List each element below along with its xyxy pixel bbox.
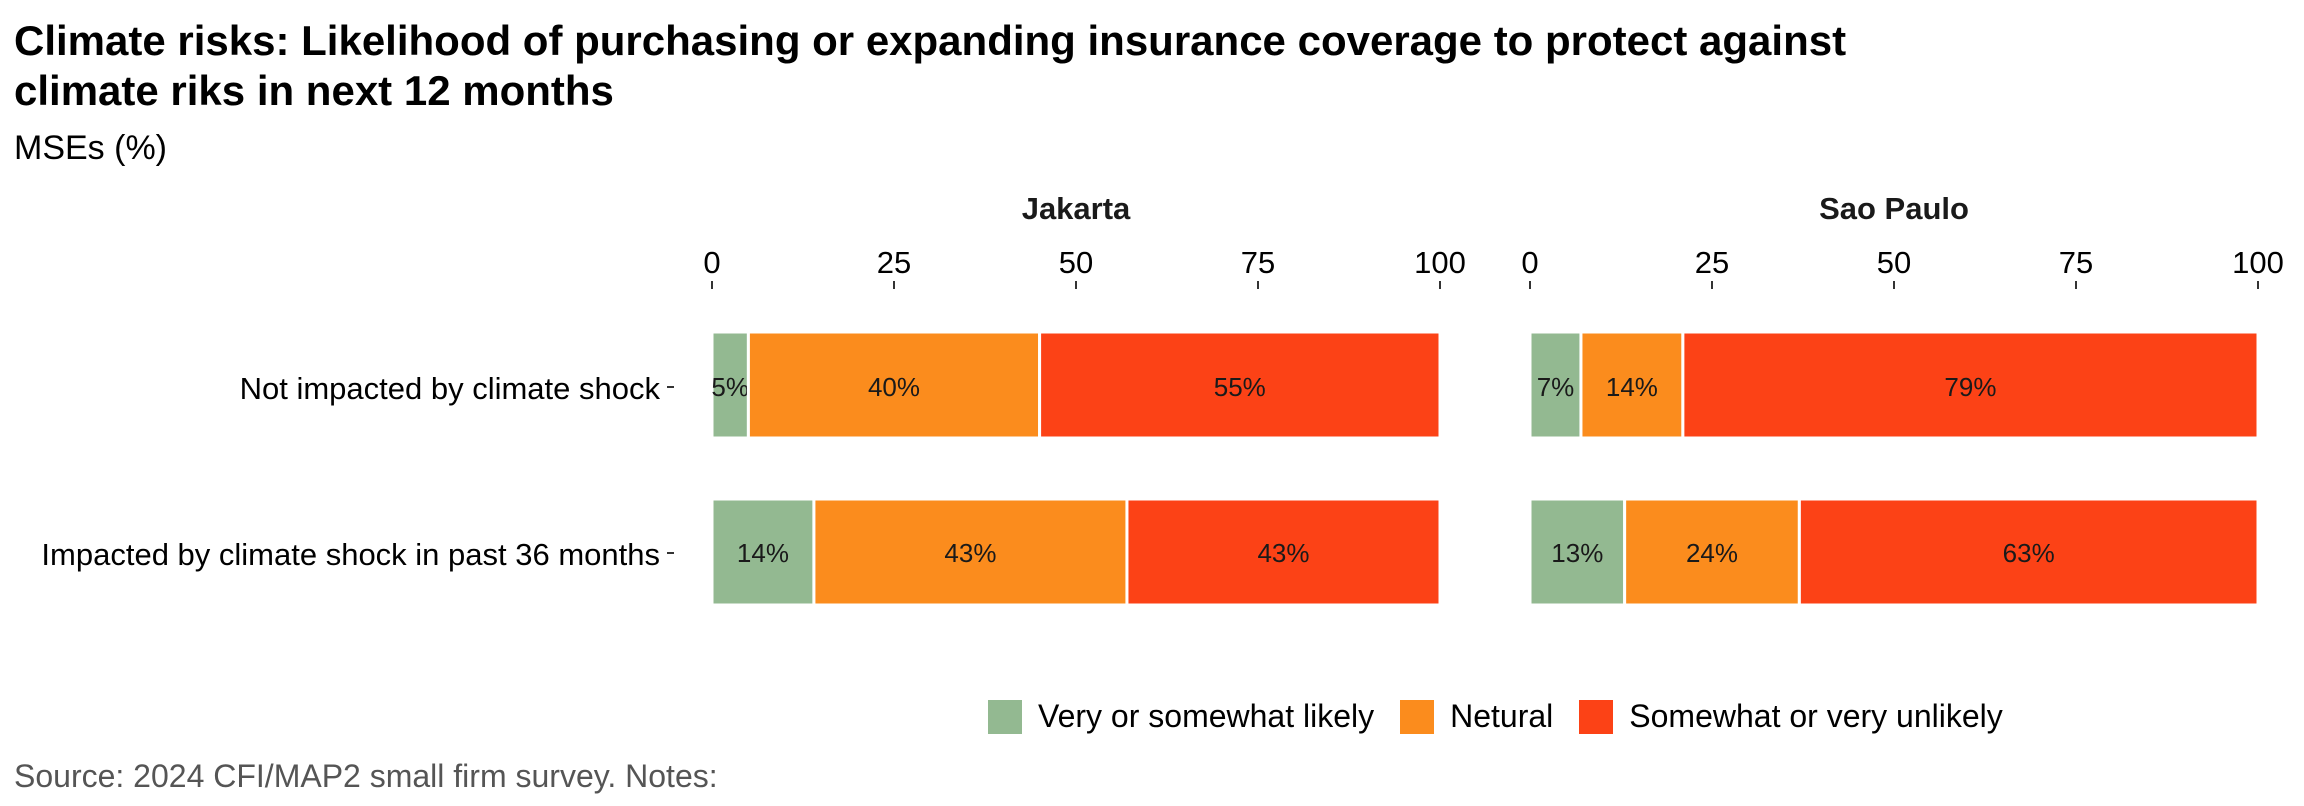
x-tick-label: 75: [2059, 245, 2093, 280]
bar-segment: [1528, 497, 1627, 607]
source-note: Source: 2024 CFI/MAP2 small firm survey.…: [14, 758, 718, 794]
data-label: 14%: [737, 538, 789, 568]
data-label: 79%: [1944, 372, 1996, 402]
legend-item-likely: Very or somewhat likely: [988, 698, 1374, 735]
data-label: 14%: [1606, 372, 1658, 402]
data-label: 13%: [1551, 538, 1603, 568]
x-tick-label: 0: [703, 245, 720, 280]
x-tick-label: 50: [1059, 245, 1093, 280]
data-label: 55%: [1214, 372, 1266, 402]
category-label: Impacted by climate shock in past 36 mon…: [41, 537, 660, 572]
x-tick-label: 100: [2232, 245, 2284, 280]
data-label: 63%: [2003, 538, 2055, 568]
bar-segment: [1125, 497, 1442, 607]
bar-segment: [812, 497, 1129, 607]
bar-segment: [1623, 497, 1801, 607]
bar-segment: [1038, 330, 1442, 440]
bar-segment: [1579, 330, 1685, 440]
x-tick-label: 0: [1521, 245, 1538, 280]
legend-label-likely: Very or somewhat likely: [1038, 698, 1375, 734]
bar-segment: [1797, 497, 2260, 607]
x-tick-label: 25: [877, 245, 911, 280]
bar-segment: [1681, 330, 2260, 440]
data-label: 43%: [944, 538, 996, 568]
x-tick-label: 75: [1241, 245, 1275, 280]
panel-title-sao-paulo: Sao Paulo: [1819, 191, 1969, 226]
legend-label-neutral: Netural: [1450, 698, 1554, 734]
legend-item-unlikely: Somewhat or very unlikely: [1579, 698, 2003, 735]
data-label: 7%: [1537, 372, 1575, 402]
legend: Very or somewhat likely Netural Somewhat…: [988, 698, 2029, 735]
legend-label-unlikely: Somewhat or very unlikely: [1629, 698, 2003, 734]
x-tick-label: 100: [1414, 245, 1466, 280]
category-label: Not impacted by climate shock: [240, 371, 661, 406]
panel-title-jakarta: Jakarta: [1022, 191, 1131, 226]
legend-swatch-unlikely: [1579, 699, 1614, 734]
chart-title: Climate risks: Likelihood of purchasing …: [14, 17, 1847, 114]
x-tick-label: 50: [1877, 245, 1911, 280]
data-label: 24%: [1686, 538, 1738, 568]
legend-swatch-likely: [988, 699, 1022, 734]
data-label: 5%: [711, 372, 749, 402]
bar-segment: [710, 330, 750, 440]
data-label: 43%: [1257, 538, 1309, 568]
bar-segment: [746, 330, 1042, 440]
data-label: 40%: [868, 372, 920, 402]
chart-subtitle: MSEs (%): [14, 129, 167, 167]
legend-swatch-neutral: [1400, 699, 1435, 734]
legend-item-neutral: Netural: [1400, 698, 1553, 735]
x-tick-label: 25: [1695, 245, 1729, 280]
